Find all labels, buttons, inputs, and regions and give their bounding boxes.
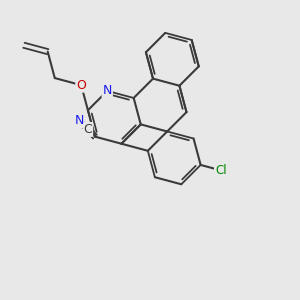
Text: N: N [74, 114, 84, 127]
Text: O: O [76, 79, 86, 92]
Text: C: C [83, 123, 92, 136]
Text: N: N [103, 84, 112, 98]
Text: Cl: Cl [215, 164, 226, 177]
